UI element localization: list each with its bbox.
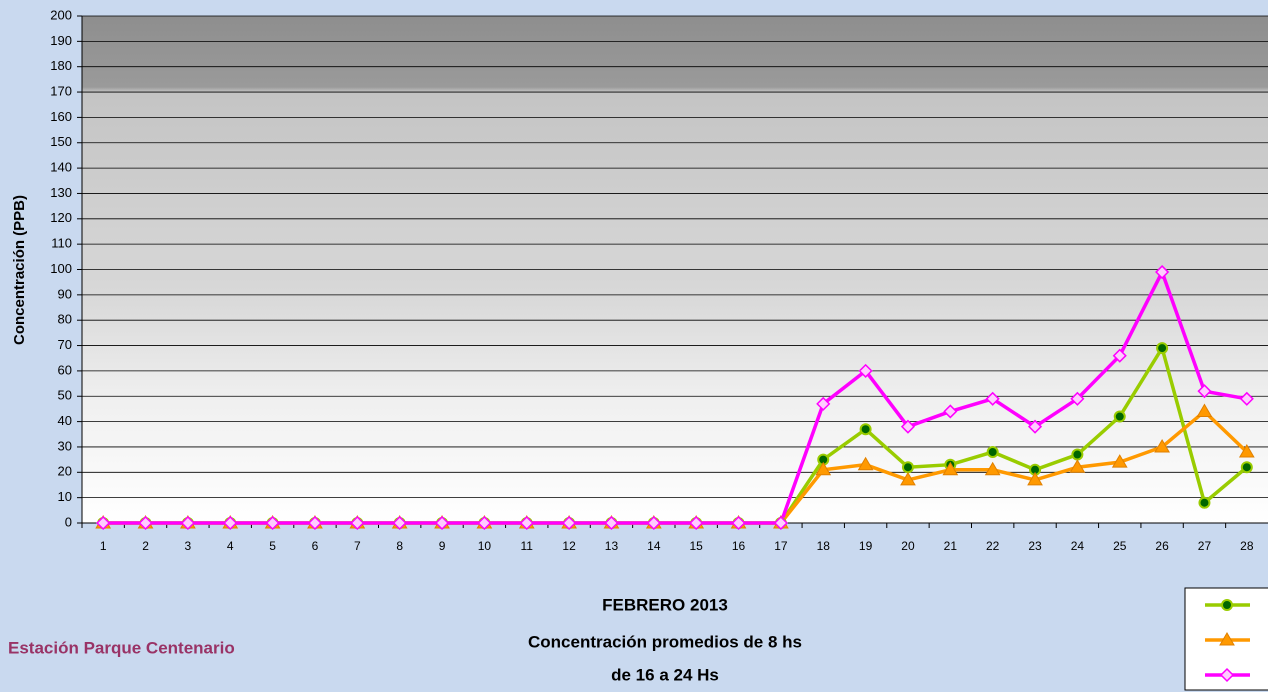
x-tick-label: 2 xyxy=(142,539,149,553)
x-tick-label: 16 xyxy=(732,539,746,553)
x-tick-label: 11 xyxy=(521,539,534,553)
x-tick-label: 23 xyxy=(1028,539,1042,553)
point xyxy=(1199,498,1209,508)
y-axis-label: Concentración (PPB) xyxy=(11,195,28,345)
x-tick-label: 9 xyxy=(439,539,446,553)
point xyxy=(903,462,913,472)
x-tick-label: 17 xyxy=(774,539,788,553)
y-tick-label: 0 xyxy=(65,514,72,529)
x-tick-label: 1 xyxy=(100,539,107,553)
y-tick-label: 150 xyxy=(50,134,72,149)
y-tick-label: 60 xyxy=(58,362,72,377)
y-tick-label: 20 xyxy=(58,464,72,479)
x-tick-label: 20 xyxy=(901,539,915,553)
x-tick-label: 21 xyxy=(944,539,958,553)
y-tick-label: 170 xyxy=(50,83,72,98)
point xyxy=(988,447,998,457)
x-tick-label: 25 xyxy=(1113,539,1127,553)
x-tick-label: 18 xyxy=(817,539,831,553)
y-tick-label: 140 xyxy=(50,160,72,175)
y-tick-label: 120 xyxy=(50,210,72,225)
x-tick-label: 6 xyxy=(312,539,319,553)
y-tick-label: 40 xyxy=(58,413,72,428)
y-tick-label: 70 xyxy=(58,337,72,352)
x-tick-label: 3 xyxy=(185,539,192,553)
point xyxy=(1072,450,1082,460)
point xyxy=(1115,412,1125,422)
y-tick-label: 90 xyxy=(58,286,72,301)
y-tick-label: 100 xyxy=(50,261,72,276)
x-tick-label: 12 xyxy=(562,539,576,553)
x-tick-label: 8 xyxy=(396,539,403,553)
title: de 16 a 24 Hs xyxy=(611,665,719,684)
title: Concentración promedios de 8 hs xyxy=(528,632,802,651)
x-tick-label: 5 xyxy=(269,539,276,553)
point xyxy=(1157,343,1167,353)
station-label: Estación Parque Centenario xyxy=(8,638,235,657)
y-tick-label: 180 xyxy=(50,58,72,73)
y-tick-label: 130 xyxy=(50,185,72,200)
y-tick-label: 50 xyxy=(58,388,72,403)
y-tick-label: 200 xyxy=(50,7,72,22)
y-tick-label: 80 xyxy=(58,312,72,327)
x-tick-label: 7 xyxy=(354,539,361,553)
x-tick-label: 4 xyxy=(227,539,234,553)
y-tick-label: 160 xyxy=(50,109,72,124)
x-tick-label: 28 xyxy=(1240,539,1254,553)
y-tick-label: 30 xyxy=(58,438,72,453)
y-tick-label: 110 xyxy=(51,236,72,251)
y-tick-label: 10 xyxy=(58,489,72,504)
x-tick-label: 22 xyxy=(986,539,1000,553)
x-tick-label: 14 xyxy=(647,539,661,553)
point xyxy=(1222,600,1232,610)
x-tick-label: 27 xyxy=(1198,539,1212,553)
x-tick-label: 13 xyxy=(605,539,619,553)
chart: Concentración (PPB) FEBRERO 2013 Concent… xyxy=(0,0,1268,692)
x-tick-label: 19 xyxy=(859,539,873,553)
x-tick-label: 24 xyxy=(1071,539,1085,553)
x-tick-label: 26 xyxy=(1155,539,1169,553)
point xyxy=(1242,462,1252,472)
x-tick-label: 10 xyxy=(478,539,492,553)
x-tick-label: 15 xyxy=(689,539,703,553)
y-tick-label: 190 xyxy=(50,33,72,48)
title: FEBRERO 2013 xyxy=(602,595,728,614)
point xyxy=(861,424,871,434)
